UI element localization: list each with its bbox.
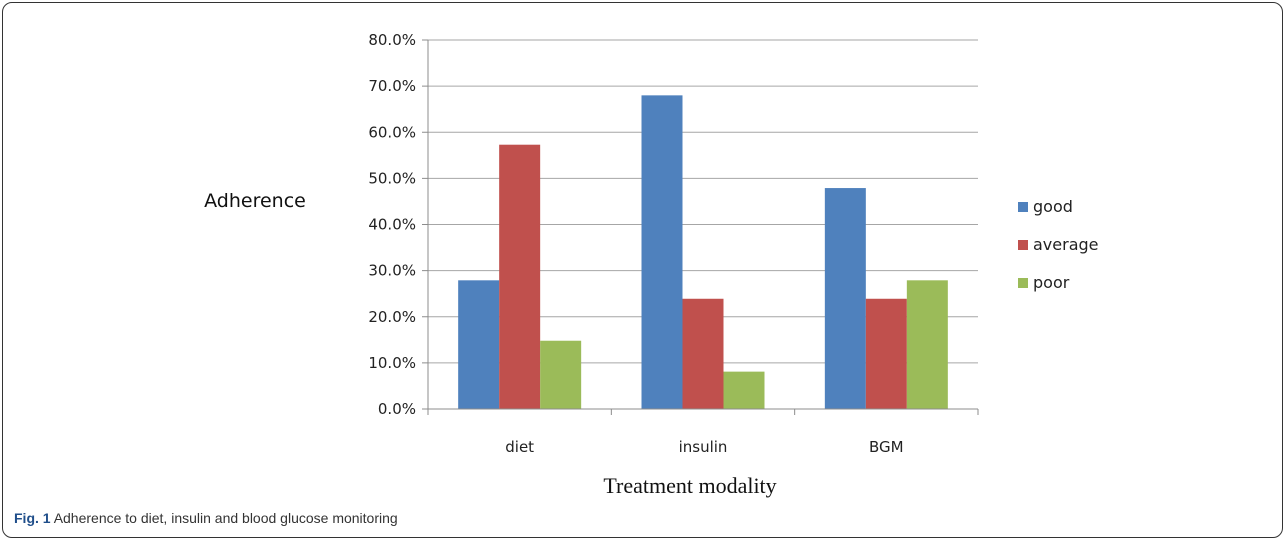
bar-good-insulin: [641, 95, 683, 409]
x-axis-label: Treatment modality: [603, 473, 776, 498]
legend: good average poor: [1018, 197, 1099, 292]
y-tick-label: 80.0%: [368, 31, 416, 49]
figure-caption: Fig. 1 Adherence to diet, insulin and bl…: [14, 510, 398, 526]
bar-good-BGM: [824, 188, 866, 409]
legend-swatch-poor: [1018, 278, 1028, 288]
y-tick-label: 30.0%: [368, 262, 416, 280]
bar-average-insulin: [682, 298, 724, 409]
y-tick-label: 50.0%: [368, 169, 416, 187]
x-axis: diet insulin BGM: [427, 40, 979, 456]
bar-good-diet: [458, 280, 500, 409]
y-tick-label: 0.0%: [378, 400, 416, 418]
y-tick-label: 20.0%: [368, 308, 416, 326]
x-tick-label: BGM: [869, 438, 904, 456]
x-tick-label: insulin: [679, 438, 728, 456]
bar-average-diet: [499, 144, 541, 410]
bar-poor-BGM: [906, 280, 948, 409]
caption-label: Fig. 1: [14, 510, 51, 526]
legend-swatch-good: [1018, 202, 1028, 212]
x-tick-label: diet: [505, 438, 534, 456]
caption-text: Adherence to diet, insulin and blood glu…: [53, 510, 398, 526]
legend-label-poor: poor: [1033, 273, 1070, 292]
legend-label-average: average: [1033, 235, 1099, 254]
bars: [458, 95, 948, 410]
y-tick-label: 70.0%: [368, 77, 416, 95]
y-tick-labels: 0.0% 10.0% 20.0% 30.0% 40.0% 50.0% 60.0% 70.0% 8…: [368, 31, 428, 418]
y-tick-label: 60.0%: [368, 123, 416, 141]
bar-poor-diet: [540, 340, 582, 409]
legend-swatch-average: [1018, 240, 1028, 250]
bar-average-BGM: [865, 298, 907, 409]
y-tick-label: 40.0%: [368, 216, 416, 234]
y-tick-label: 10.0%: [368, 354, 416, 372]
bar-poor-insulin: [723, 371, 765, 409]
legend-label-good: good: [1033, 197, 1073, 216]
y-axis-label: Adherence: [204, 190, 306, 212]
